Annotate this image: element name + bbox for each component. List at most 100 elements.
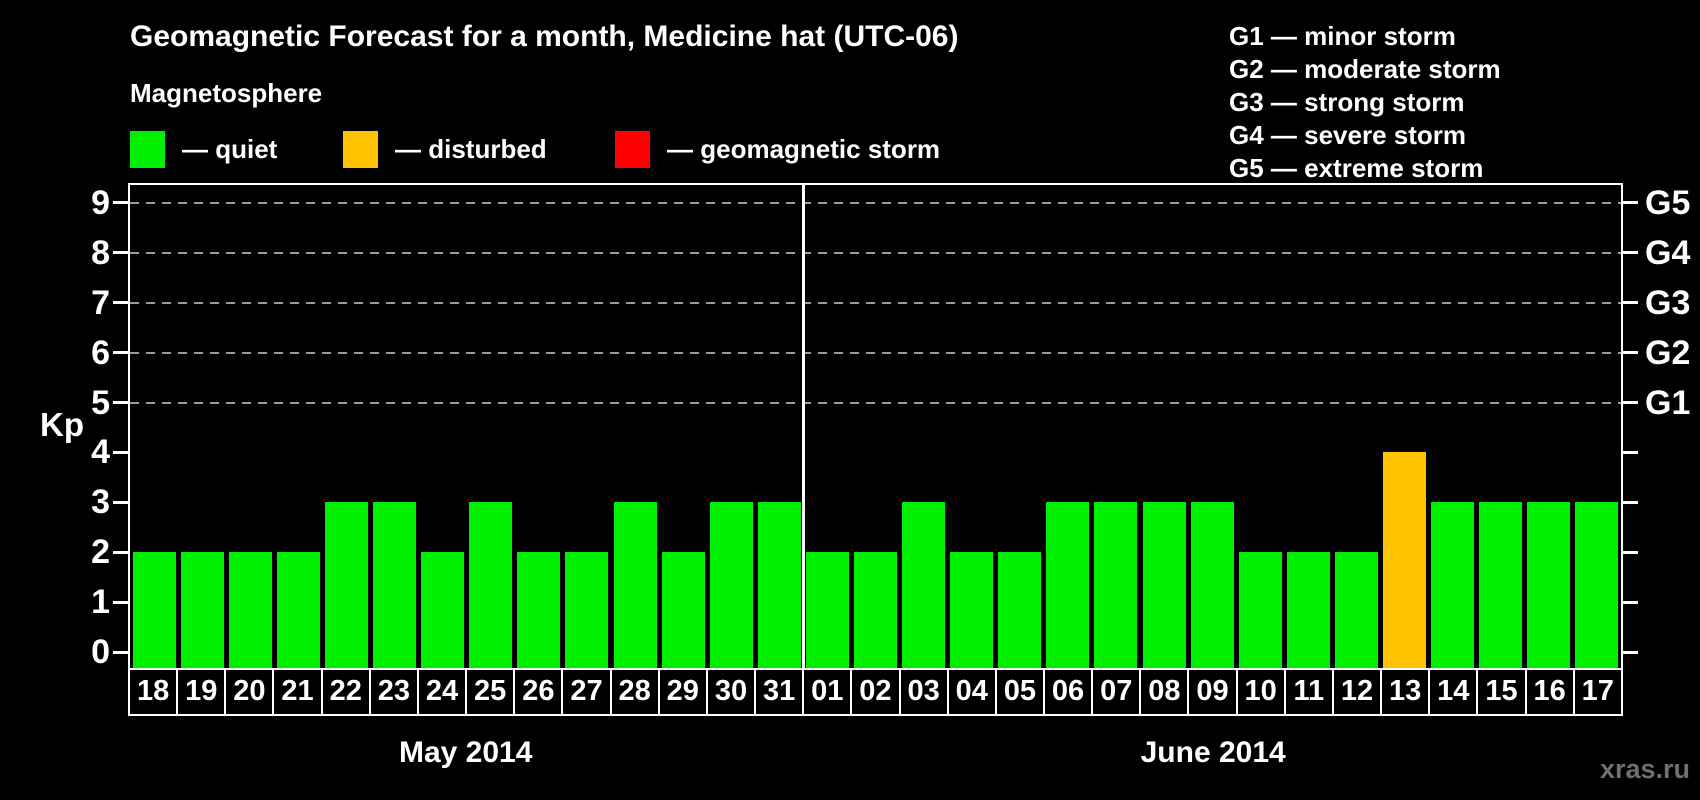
kp-bar-day-07 xyxy=(1094,502,1138,668)
kp-bar-day-14 xyxy=(1431,502,1475,668)
day-label-25: 25 xyxy=(467,670,516,714)
y-tick-right-2 xyxy=(1623,550,1638,554)
day-label-17: 17 xyxy=(1574,670,1621,714)
y-tick-left-2 xyxy=(113,550,128,554)
day-label-13: 13 xyxy=(1382,670,1431,714)
day-label-27: 27 xyxy=(563,670,612,714)
day-axis: 18 19 20 21 22 23 24 25 26 27 28 29 30 31 01 02 03 04 05 06… xyxy=(128,668,1623,716)
day-label-07: 07 xyxy=(1093,670,1142,714)
kp-bar-day-01 xyxy=(805,552,849,668)
kp-bar-day-23 xyxy=(373,502,417,668)
day-label-08: 08 xyxy=(1141,670,1190,714)
gridline-kp-8 xyxy=(130,251,1621,254)
legend-label-storm: — geomagnetic storm xyxy=(667,134,941,164)
month-label-may: May 2014 xyxy=(398,736,533,769)
kp-bar-day-06 xyxy=(1046,502,1090,668)
day-label-20: 20 xyxy=(226,670,275,714)
y-tick-left-1 xyxy=(113,600,128,604)
plot-area xyxy=(128,183,1623,670)
kp-bar-day-29 xyxy=(661,552,705,668)
legend-swatch-storm-icon xyxy=(615,131,650,168)
chart-title: Geomagnetic Forecast for a month, Medici… xyxy=(130,20,959,53)
y-tick-label-7: 7 xyxy=(91,283,110,322)
kp-bar-day-17 xyxy=(1575,502,1619,668)
y-tick-right-9 xyxy=(1623,201,1638,205)
y-tick-left-5 xyxy=(113,401,128,404)
kp-bar-day-28 xyxy=(613,502,657,668)
y-tick-left-8 xyxy=(113,251,128,255)
kp-bar-day-30 xyxy=(709,502,753,668)
day-label-04: 04 xyxy=(948,670,997,714)
legend-label-disturbed: — disturbed xyxy=(395,134,547,164)
kp-bar-day-08 xyxy=(1142,502,1186,668)
kp-bar-day-12 xyxy=(1334,552,1378,668)
legend-swatch-quiet-icon xyxy=(130,131,165,168)
y-tick-label-8: 8 xyxy=(91,233,110,272)
kp-bar-day-03 xyxy=(902,502,946,668)
legend-swatch-disturbed-icon xyxy=(343,131,378,168)
day-label-26: 26 xyxy=(515,670,564,714)
kp-bar-day-09 xyxy=(1190,502,1234,668)
gridline-kp-5 xyxy=(130,401,1621,404)
g-legend-line-5: G5 — extreme storm xyxy=(1229,153,1484,183)
day-label-16: 16 xyxy=(1526,670,1575,714)
kp-bar-day-22 xyxy=(324,502,368,668)
kp-bar-day-24 xyxy=(421,552,465,668)
day-label-21: 21 xyxy=(274,670,323,714)
kp-bar-day-18 xyxy=(132,552,176,668)
kp-bar-day-11 xyxy=(1286,552,1330,668)
y-tick-label-4: 4 xyxy=(91,433,110,472)
y-tick-left-0 xyxy=(113,650,128,654)
day-label-14: 14 xyxy=(1430,670,1479,714)
kp-bar-day-25 xyxy=(469,502,513,668)
day-label-12: 12 xyxy=(1333,670,1383,714)
y-tick-right-6 xyxy=(1623,351,1638,355)
day-label-28: 28 xyxy=(611,670,660,714)
g-legend-line-1: G1 — minor storm xyxy=(1229,21,1456,51)
kp-bar-day-15 xyxy=(1479,502,1523,668)
y-tick-left-6 xyxy=(113,351,128,355)
kp-bar-day-20 xyxy=(228,552,272,668)
kp-bar-day-19 xyxy=(180,552,224,668)
kp-bar-day-05 xyxy=(998,552,1042,668)
y-tick-label-1: 1 xyxy=(91,583,110,622)
day-label-19: 19 xyxy=(178,670,227,714)
day-label-10: 10 xyxy=(1237,670,1286,714)
day-label-01: 01 xyxy=(804,670,853,714)
month-separator-line xyxy=(802,185,805,668)
day-label-15: 15 xyxy=(1478,670,1527,714)
kp-bar-day-13 xyxy=(1383,452,1427,668)
kp-bar-day-21 xyxy=(276,552,320,668)
day-label-23: 23 xyxy=(370,670,419,714)
gridline-kp-7 xyxy=(130,301,1621,304)
y-tick-label-0: 0 xyxy=(91,633,110,671)
day-label-05: 05 xyxy=(996,670,1045,714)
day-label-22: 22 xyxy=(322,670,371,714)
g-axis-label-g3: G3 xyxy=(1645,283,1691,322)
watermark: xras.ru xyxy=(1599,754,1690,784)
legend-label-quiet: — quiet xyxy=(182,134,278,164)
day-label-24: 24 xyxy=(418,670,468,714)
y-tick-label-5: 5 xyxy=(91,383,110,422)
y-tick-label-9: 9 xyxy=(91,183,110,222)
gridline-kp-6 xyxy=(130,351,1621,354)
y-tick-right-3 xyxy=(1623,500,1638,504)
g-legend-line-2: G2 — moderate storm xyxy=(1229,54,1501,84)
y-tick-left-4 xyxy=(113,450,128,454)
magnetosphere-label: Magnetosphere xyxy=(130,78,323,108)
day-label-30: 30 xyxy=(707,670,757,714)
kp-bar-day-16 xyxy=(1527,502,1571,668)
y-tick-label-2: 2 xyxy=(91,533,110,572)
g-axis-label-g5: G5 xyxy=(1645,183,1691,222)
y-tick-left-3 xyxy=(113,500,128,504)
kp-bar-day-10 xyxy=(1238,552,1282,668)
y-tick-right-0 xyxy=(1623,650,1638,654)
day-label-03: 03 xyxy=(900,670,949,714)
day-label-09: 09 xyxy=(1189,670,1238,714)
kp-bar-day-27 xyxy=(565,552,609,668)
g-legend-line-3: G3 — strong storm xyxy=(1229,87,1465,117)
g-axis-label-g2: G2 xyxy=(1645,333,1691,372)
y-tick-right-1 xyxy=(1623,600,1638,604)
day-label-18: 18 xyxy=(130,670,179,714)
day-label-29: 29 xyxy=(659,670,708,714)
